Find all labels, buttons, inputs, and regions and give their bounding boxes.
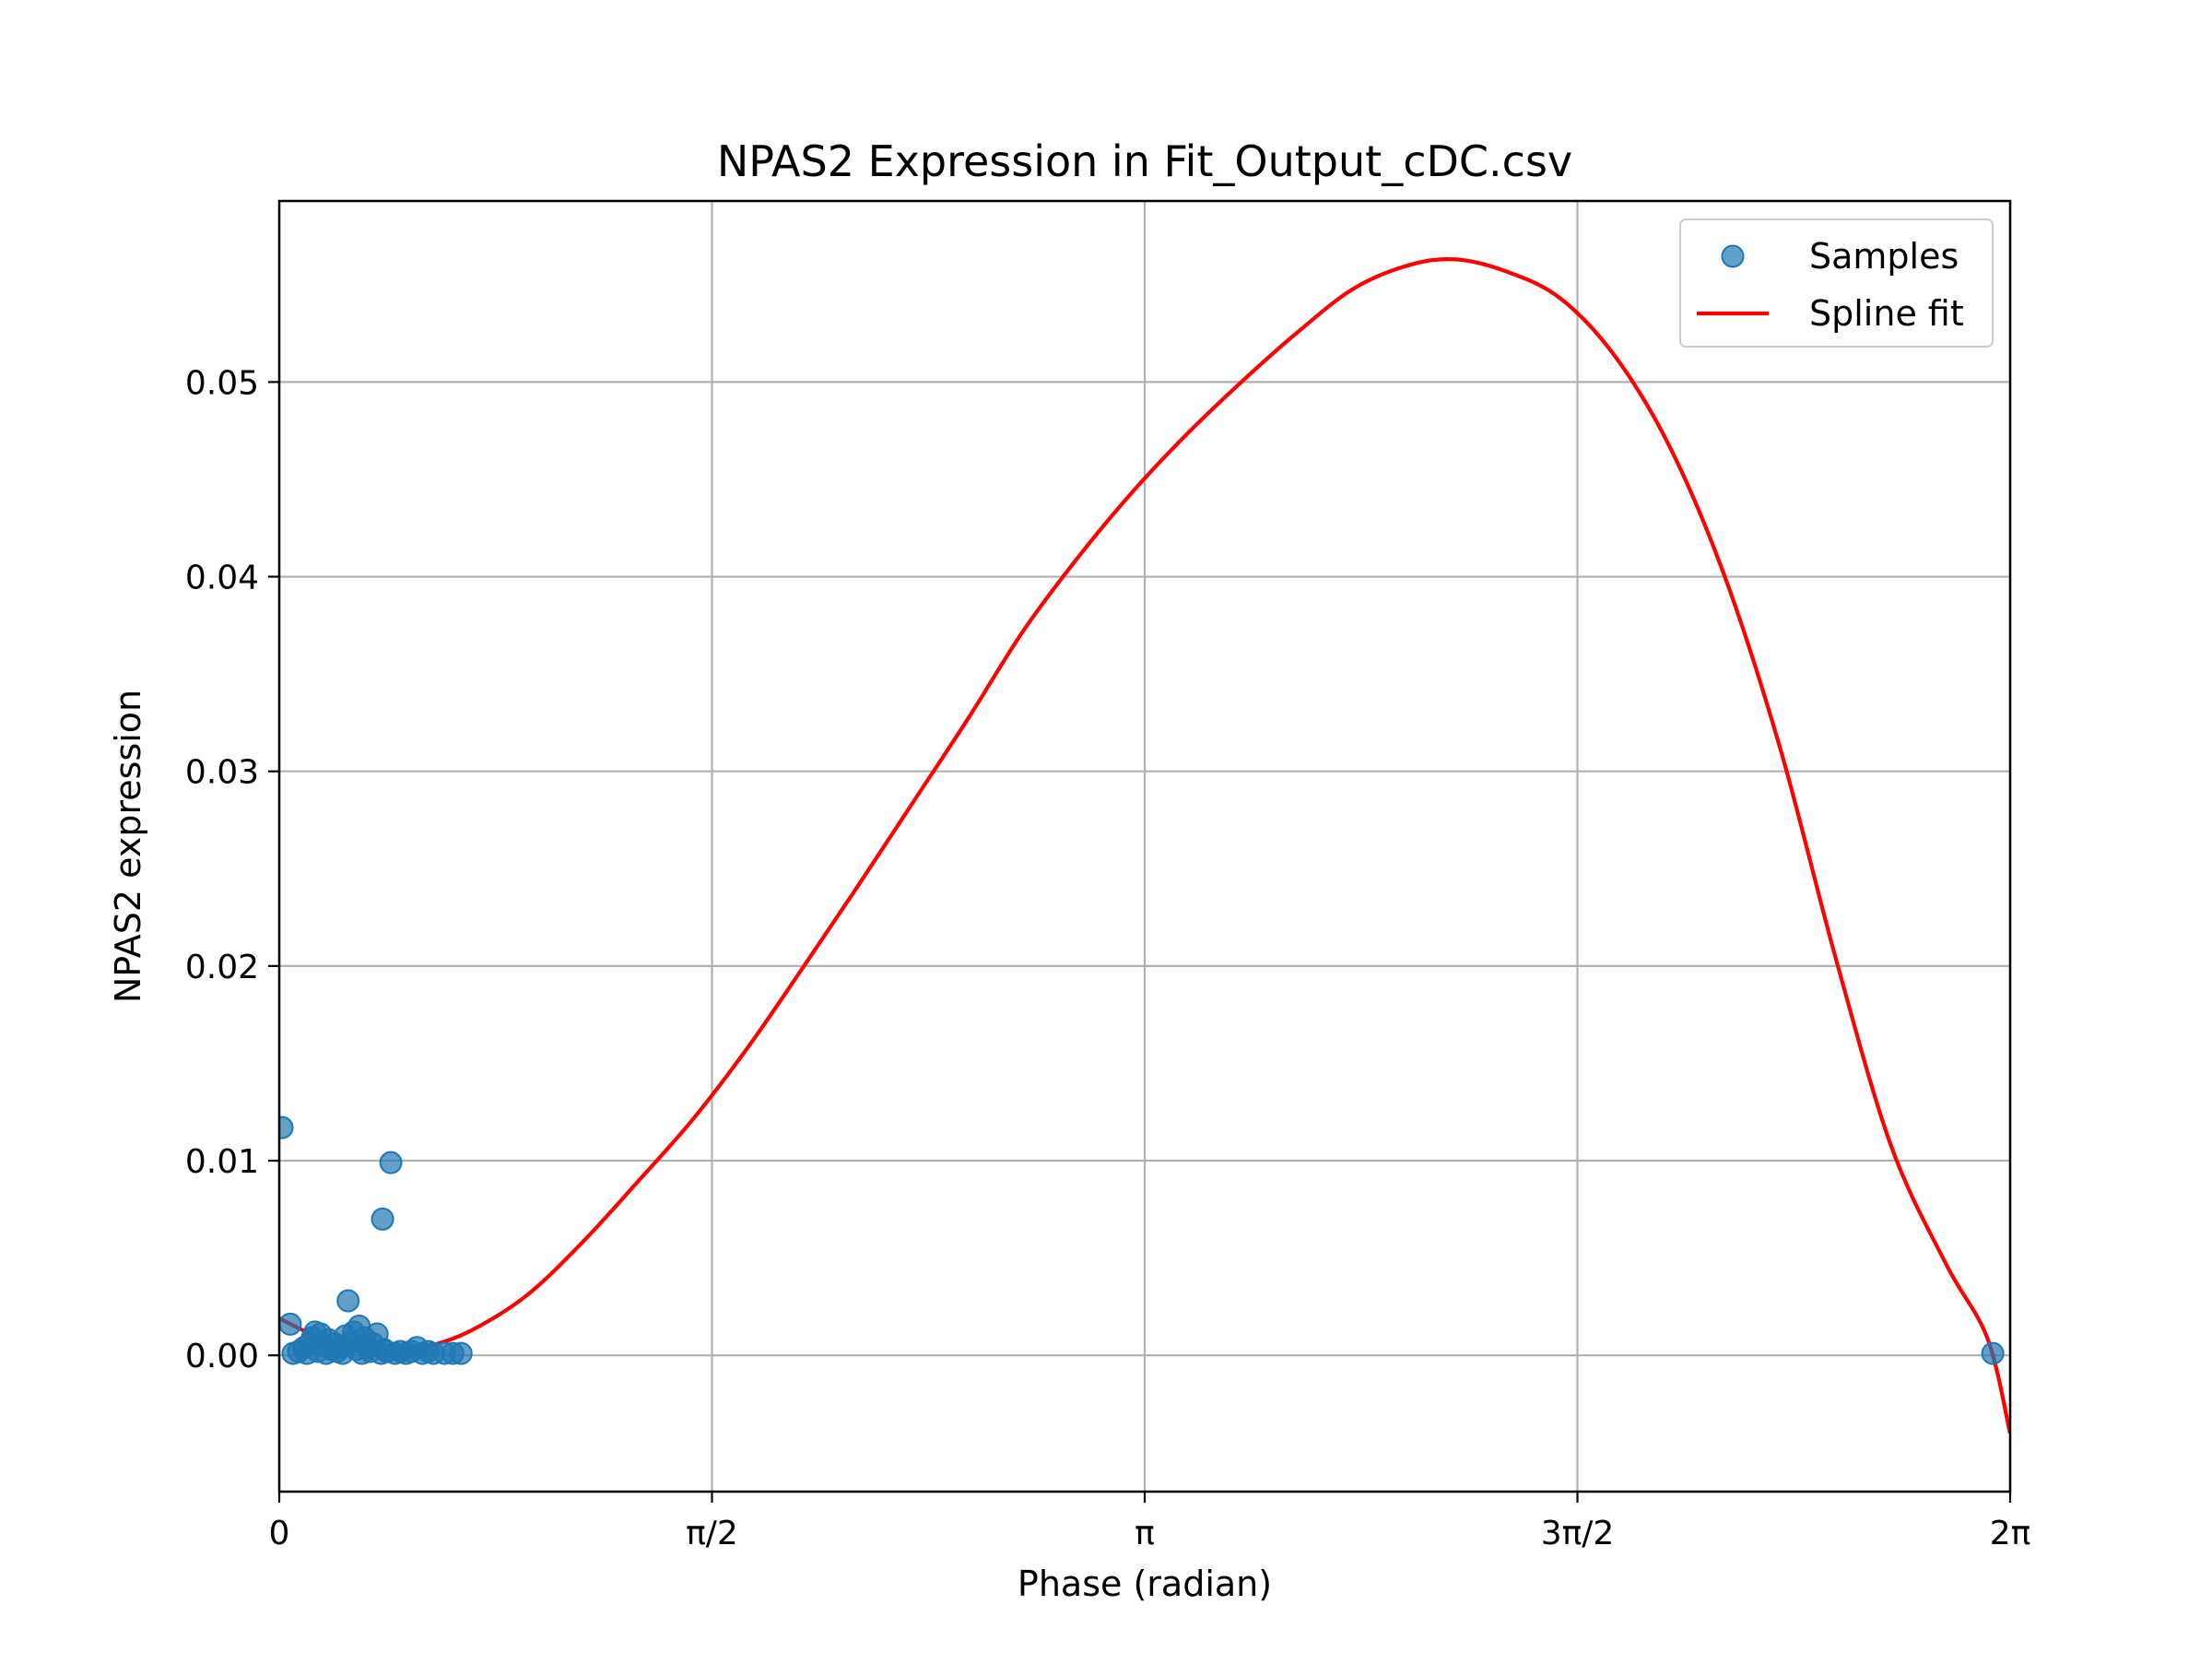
x-axis-label: Phase (radian) — [1018, 1564, 1272, 1604]
plot-area — [279, 257, 2010, 1434]
y-tick-label: 0.00 — [185, 1338, 259, 1375]
y-tick-label: 0.02 — [185, 949, 259, 986]
y-tick-label: 0.03 — [185, 754, 259, 792]
y-axis-label: NPAS2 expression — [108, 690, 148, 1003]
x-tick-label: 0 — [269, 1515, 290, 1552]
y-tick-label: 0.01 — [185, 1143, 259, 1181]
sample-point — [336, 1289, 360, 1313]
legend-samples-label: Samples — [1809, 236, 1959, 277]
chart-title: NPAS2 Expression in Fit_Output_cDC.csv — [717, 136, 1572, 186]
x-tick-label: 2π — [1990, 1515, 2031, 1552]
y-tick-label: 0.04 — [185, 560, 259, 597]
spline-fit-line — [279, 257, 2010, 1434]
grid — [277, 201, 2012, 1492]
sample-point — [279, 1115, 294, 1139]
sample-point — [1981, 1341, 2005, 1365]
legend-samples-marker — [1721, 244, 1745, 268]
x-tick-label: π/2 — [686, 1515, 738, 1552]
sample-point — [449, 1341, 473, 1365]
y-tick-label: 0.05 — [185, 364, 259, 402]
sample-point — [379, 1151, 403, 1174]
sample-point — [279, 1312, 302, 1336]
x-tick-label: 3π/2 — [1541, 1515, 1615, 1552]
x-tick-label: π — [1135, 1515, 1155, 1552]
legend: Samples Spline fit — [1679, 218, 1994, 348]
sample-point — [371, 1207, 394, 1231]
ticks: 0 π/2 π 3π/2 2π 0.00 0.01 0.02 0.03 0.04 0.05 — [185, 364, 2030, 1552]
legend-spline-label: Spline fit — [1809, 293, 1964, 334]
